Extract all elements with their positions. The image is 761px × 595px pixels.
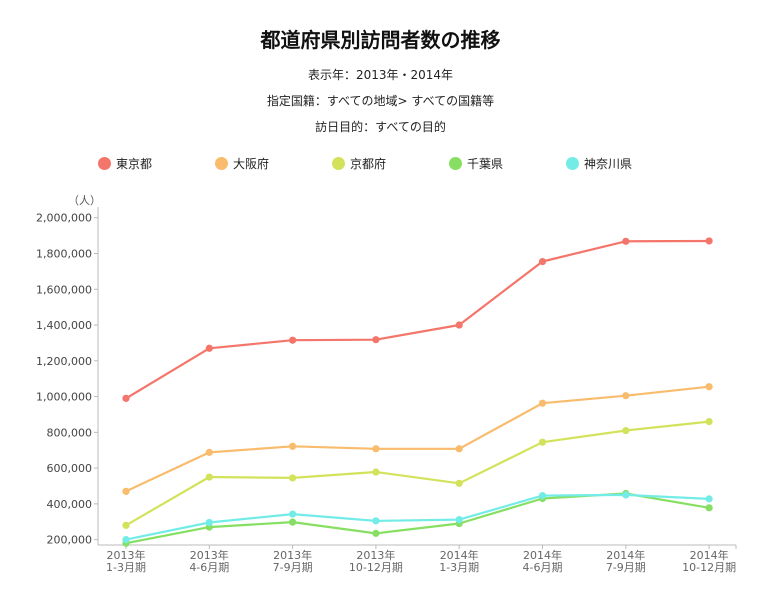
data-point [372, 468, 380, 476]
data-point [622, 237, 630, 245]
x-tick-label: 2014年 7-9月期 [606, 548, 646, 574]
series-line-2 [125, 420, 710, 527]
chart-title: 都道府県別訪問者数の推移 [260, 28, 501, 52]
y-tick-label: 1,000,000 [36, 391, 92, 404]
data-point [122, 521, 130, 529]
data-point [372, 336, 380, 344]
data-point [538, 257, 547, 266]
purpose-filter-text: 訪日目的：すべての目的 [315, 120, 446, 134]
y-axis-unit-label: （人） [68, 194, 101, 207]
legend-label: 東京都 [116, 157, 153, 171]
data-point [705, 495, 713, 503]
data-point [622, 392, 630, 400]
data-point [705, 237, 713, 245]
data-point [205, 518, 213, 527]
y-tick-label: 2,000,000 [36, 212, 92, 225]
data-point [122, 487, 130, 495]
x-tick-label: 2014年 4-6月期 [523, 548, 563, 574]
legend-label: 京都府 [350, 157, 387, 171]
data-point [455, 516, 463, 524]
display-years-text: 表示年：2013年・2014年 [307, 68, 454, 82]
data-point [622, 426, 630, 435]
series-line-1 [125, 385, 710, 493]
y-tick-label: 400,000 [47, 498, 93, 511]
data-point [289, 474, 297, 482]
data-point [205, 344, 213, 352]
data-point [538, 399, 547, 407]
legend-marker-icon [449, 157, 462, 170]
data-point [622, 491, 630, 499]
x-tick-label: 2013年 1-3月期 [106, 548, 146, 574]
y-tick-label: 200,000 [47, 534, 93, 547]
data-point [455, 479, 463, 487]
data-point [289, 336, 297, 344]
data-point [705, 418, 713, 426]
data-point [455, 445, 463, 453]
y-tick-label: 1,400,000 [36, 319, 92, 332]
legend-item-kyoto[interactable]: 京都府 [332, 155, 386, 172]
nationality-filter-text: 指定国籍：すべての地域> すべての国籍等 [266, 94, 495, 108]
data-point [122, 394, 130, 402]
x-tick-label: 2014年 10-12月期 [682, 548, 736, 574]
y-tick-label: 1,800,000 [36, 247, 92, 260]
data-point [372, 517, 380, 525]
data-point [289, 510, 297, 518]
x-tick-label: 2013年 4-6月期 [189, 548, 229, 574]
series-line-0 [125, 239, 710, 400]
legend-label: 神奈川県 [584, 157, 633, 171]
data-point [122, 536, 130, 544]
data-point [455, 321, 463, 329]
data-point [289, 518, 297, 526]
series-line-4 [125, 493, 710, 541]
legend-marker-icon [98, 157, 111, 170]
data-point [705, 504, 713, 512]
data-point [289, 442, 297, 450]
chart-legend: 東京都 大阪府 京都府 千葉県 神奈川県 [0, 155, 761, 175]
x-tick-label: 2013年 10-12月期 [349, 548, 403, 574]
legend-item-kanagawa[interactable]: 神奈川県 [566, 155, 632, 172]
legend-marker-icon [566, 157, 579, 170]
y-tick-label: 800,000 [47, 426, 93, 439]
legend-label: 大阪府 [233, 157, 270, 171]
data-point [372, 445, 380, 453]
y-tick-label: 600,000 [47, 462, 93, 475]
data-point [205, 448, 213, 456]
x-tick-label: 2013年 7-9月期 [273, 548, 313, 574]
legend-item-chiba[interactable]: 千葉県 [449, 155, 503, 172]
data-point [705, 383, 713, 391]
legend-label: 千葉県 [467, 157, 504, 171]
data-point [538, 438, 547, 446]
data-point [205, 473, 213, 481]
x-tick-label: 2014年 1-3月期 [439, 548, 479, 574]
y-tick-label: 1,600,000 [36, 283, 92, 296]
legend-item-tokyo[interactable]: 東京都 [98, 155, 152, 172]
data-point [538, 492, 547, 500]
legend-marker-icon [215, 157, 228, 170]
data-point [372, 529, 380, 537]
legend-item-osaka[interactable]: 大阪府 [215, 155, 269, 172]
series-line-3 [125, 492, 710, 545]
y-tick-label: 1,200,000 [36, 355, 92, 368]
legend-marker-icon [332, 157, 345, 170]
